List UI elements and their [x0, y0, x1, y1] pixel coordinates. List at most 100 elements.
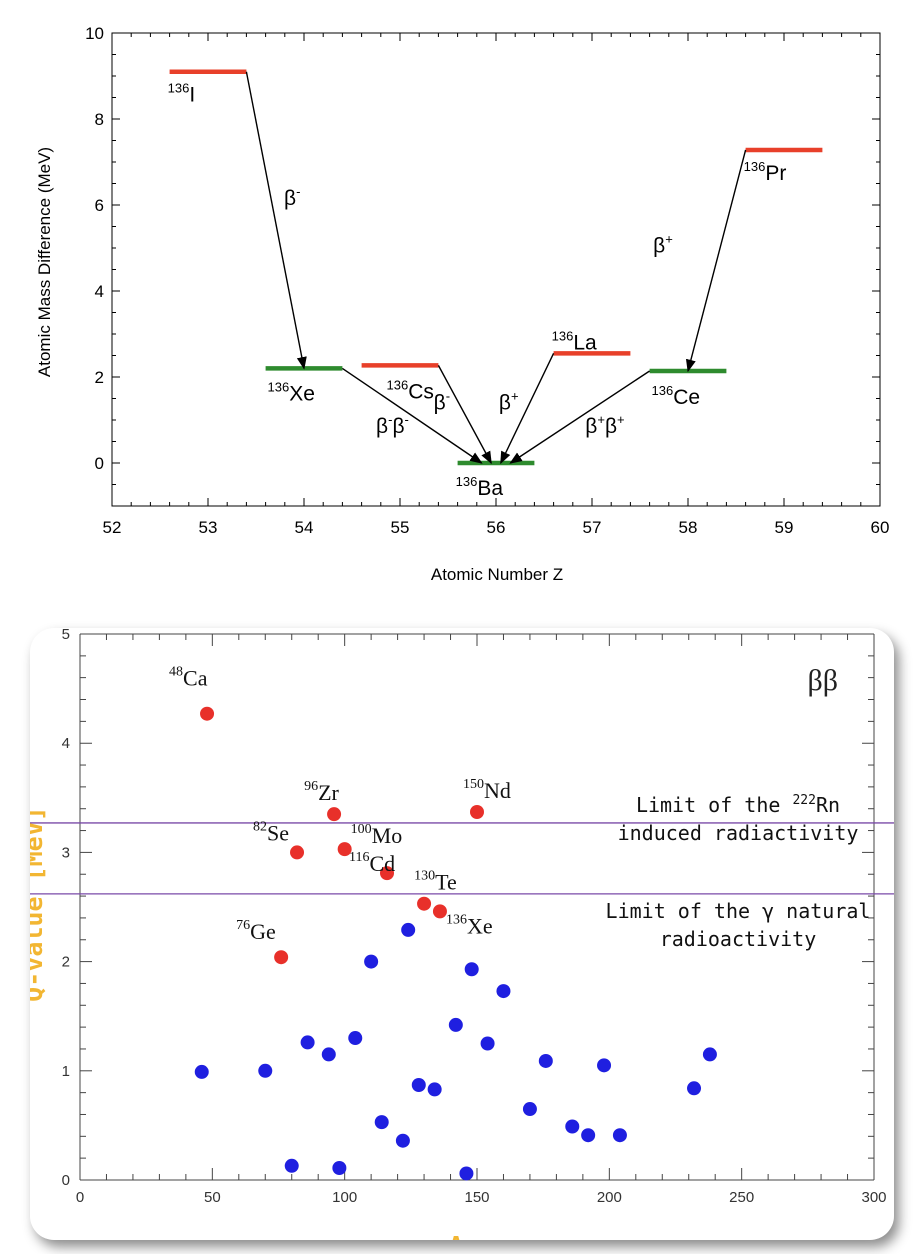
y-tick-label: 2	[62, 954, 70, 971]
x-tick-label: 100	[332, 1189, 357, 1206]
data-point	[597, 1058, 612, 1073]
transition-arrow-ce-ba	[509, 370, 650, 464]
data-point	[258, 1063, 273, 1078]
level-label-xe: 136Xe	[268, 379, 315, 405]
data-point	[364, 954, 379, 969]
level-label-la: 136La	[552, 328, 597, 354]
transition-arrow-xe-ba	[342, 367, 483, 464]
level-label-cs: 136Cs	[387, 377, 434, 403]
x-tick-label: 55	[391, 518, 410, 537]
y-tick-label: 3	[62, 844, 70, 861]
isotope-label-xe: 136Xe	[446, 912, 493, 938]
isotope-point-mo	[337, 842, 352, 857]
isotope-point-cd	[380, 866, 395, 881]
transition-label: β-	[284, 184, 300, 210]
limit-label: Limit of the γ natural	[606, 899, 871, 923]
data-point	[687, 1081, 702, 1096]
data-point	[581, 1128, 596, 1143]
data-point	[612, 1128, 627, 1143]
data-point	[332, 1160, 347, 1175]
data-point	[321, 1047, 336, 1062]
isotope-label-nd: 150Nd	[463, 777, 511, 803]
y-tick-label: 1	[62, 1063, 70, 1080]
q-value-scatter-chart: 0 50 100 150 200 250 300 0 1 2 3 4 5 Limit of the 22…	[30, 628, 894, 1240]
transition-arrow-i-xe	[245, 71, 307, 370]
y-tick-label: 6	[95, 196, 104, 215]
limit-label: Limit of the 222Rn	[636, 793, 840, 817]
data-point	[194, 1064, 209, 1079]
transition-label: β-β-	[376, 412, 409, 438]
y-axis-label: Q-value [MeV]	[30, 806, 48, 1002]
x-tick-label: 57	[583, 518, 602, 537]
x-tick-label: 0	[76, 1189, 84, 1206]
x-tick-label: 52	[103, 518, 122, 537]
x-tick-label: 150	[464, 1189, 489, 1206]
y-tick-label: 4	[62, 735, 70, 752]
plot-frame	[111, 32, 881, 507]
limit-label: induced radiactivity	[618, 821, 859, 845]
data-point	[401, 922, 416, 937]
data-point	[284, 1158, 299, 1173]
data-point	[480, 1036, 495, 1051]
data-point	[348, 1031, 363, 1046]
data-point	[538, 1053, 553, 1068]
data-point	[459, 1166, 474, 1181]
transition-label: β+	[499, 388, 519, 414]
x-tick-label: 200	[597, 1189, 622, 1206]
transition-label: β+β+	[585, 412, 624, 438]
x-tick-label: 56	[487, 518, 506, 537]
x-tick-label: 54	[295, 518, 314, 537]
scatter-panel: 0 50 100 150 200 250 300 0 1 2 3 4 5 Limit of the 22…	[30, 628, 894, 1240]
data-point	[411, 1077, 426, 1092]
x-tick-label: 300	[861, 1189, 886, 1206]
level-label-pr: 136Pr	[744, 159, 787, 185]
y-tick-label: 10	[85, 24, 104, 43]
data-point	[395, 1133, 410, 1148]
transition-label: β-	[434, 388, 450, 414]
data-point	[374, 1115, 389, 1130]
y-tick-label: 0	[62, 1172, 70, 1189]
x-axis-label: A	[448, 1231, 463, 1240]
data-point	[300, 1035, 315, 1050]
x-tick-label: 59	[775, 518, 794, 537]
y-tick-label: 4	[95, 282, 104, 301]
data-point	[522, 1102, 537, 1117]
y-tick-label: 5	[62, 628, 70, 643]
isotope-point-zr	[327, 807, 342, 822]
transition-label: β+	[653, 231, 673, 257]
isotope-label-ge: 76Ge	[236, 918, 276, 944]
data-point	[496, 984, 511, 999]
y-tick-label: 0	[95, 454, 104, 473]
limit-label: radioactivity	[660, 927, 817, 951]
x-tick-label: 58	[679, 518, 698, 537]
chart-title: ββ	[807, 664, 838, 697]
transition-arrow-la-ba	[500, 353, 555, 465]
data-point	[565, 1119, 580, 1134]
isotope-label-te: 130Te	[414, 869, 457, 895]
isotope-point-ca	[200, 706, 215, 721]
isotope-point-se	[290, 845, 305, 860]
isotope-label-zr: 96Zr	[304, 779, 339, 805]
y-tick-label: 2	[95, 368, 104, 387]
x-tick-label: 60	[871, 518, 890, 537]
x-axis-label: Atomic Number Z	[431, 565, 563, 584]
y-tick-label: 8	[95, 110, 104, 129]
x-tick-label: 50	[204, 1189, 221, 1206]
level-label-ba: 136Ba	[456, 474, 504, 500]
isotope-label-cd: 116Cd	[349, 850, 395, 876]
isotope-label-se: 82Se	[253, 819, 289, 845]
isotope-label-mo: 100Mo	[351, 822, 403, 848]
isotope-point-nd	[470, 804, 484, 819]
data-point	[702, 1047, 717, 1062]
x-tick-label: 53	[199, 518, 218, 537]
level-diagram-chart: 52 53 54 55 56 57 58 59 60 0 2 4 6 8 10 136I 136Xe 136Cs…	[35, 24, 890, 584]
isotope-point-xe	[432, 904, 447, 919]
data-point	[427, 1082, 442, 1097]
isotope-point-te	[417, 896, 432, 911]
y-axis-label: Atomic Mass Difference (MeV)	[35, 147, 54, 377]
transition-arrow-pr-ce	[685, 149, 747, 373]
isotope-point-ge	[274, 950, 289, 965]
isotope-label-ca: 48Ca	[169, 665, 208, 691]
data-point	[448, 1017, 463, 1032]
transition-arrow-cs-ba	[437, 365, 492, 465]
